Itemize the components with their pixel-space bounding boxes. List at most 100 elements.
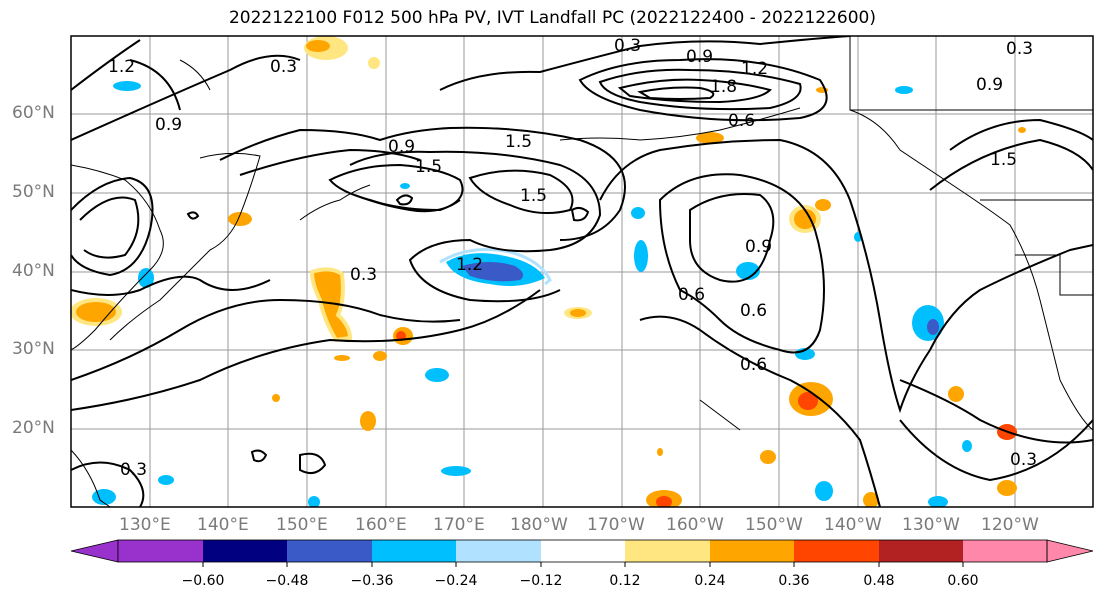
lat-label: 20°N (12, 418, 55, 438)
colorbar-segment (118, 540, 203, 562)
shade-pos-blob (360, 411, 376, 431)
lat-label: 50°N (12, 182, 55, 202)
colorbar-segment (710, 540, 794, 562)
shade-pos-blob (948, 386, 964, 402)
lon-label: 140°E (197, 515, 249, 535)
colorbar-segment (372, 540, 456, 562)
colorbar-tick-label: −0.48 (265, 573, 309, 589)
shade-neg-blob (634, 240, 648, 272)
colorbar-high-arrow (1046, 539, 1094, 563)
colorbar-tick-label: −0.12 (519, 573, 563, 589)
coastlines (71, 36, 1093, 507)
contour-label: 0.6 (678, 285, 705, 305)
shade-pos-blob (863, 492, 879, 507)
shade-pos-blob (306, 40, 330, 52)
contour-label: 0.6 (740, 301, 767, 321)
contour-label: 1.8 (710, 77, 737, 97)
lon-label: 120°W (981, 515, 1039, 535)
contour-label: 0.3 (1006, 39, 1033, 59)
lon-label: 150°E (276, 515, 328, 535)
shade-neg-blob (113, 81, 141, 91)
lon-label: 170°E (433, 515, 485, 535)
contour-label: 1.5 (505, 132, 532, 152)
map-title: 2022122100 F012 500 hPa PV, IVT Landfall… (228, 8, 876, 28)
shade-neg-blob (308, 496, 320, 507)
colorbar-tick-label: 0.24 (694, 573, 726, 589)
shade-neg-blob (138, 268, 154, 288)
shade-pos-blob (815, 199, 831, 211)
colorbar-segment (794, 540, 879, 562)
contour-label: 0.9 (686, 47, 713, 67)
shade-neg-blob (631, 207, 645, 219)
shade-pos-blob (760, 450, 776, 464)
lon-label: 130°W (902, 515, 960, 535)
colorbar-segment (963, 540, 1047, 562)
shade-pos-blob (334, 355, 350, 361)
contour-label: 1.2 (741, 59, 768, 79)
shade-pos-blob (696, 132, 724, 144)
contour-label: 0.3 (614, 36, 641, 56)
contour-label: 1.2 (456, 255, 483, 275)
shade-neg-blob (962, 440, 972, 452)
shade-neg-blob (895, 86, 913, 94)
lon-label: 180°W (510, 515, 568, 535)
shade-pos-blob (309, 267, 353, 343)
colorbar-segment (287, 540, 372, 562)
colorbar-tick-label: 0.48 (863, 573, 895, 589)
lon-label: 140°W (824, 515, 882, 535)
shade-neg-edge (439, 248, 552, 286)
contour-label: 1.5 (520, 186, 547, 206)
colorbar-segment (203, 540, 287, 562)
lat-label: 30°N (12, 339, 55, 359)
shade-neg-central-core (462, 262, 524, 282)
colorbar-tick-label: −0.36 (350, 573, 394, 589)
lat-label: 60°N (12, 103, 55, 123)
contour-label: 0.9 (745, 237, 772, 257)
shade-neg-blob (736, 262, 760, 280)
shade-pos-blob (794, 209, 816, 229)
contour-label: 0.6 (740, 355, 767, 375)
lon-label: 160°W (666, 515, 724, 535)
lon-label: 160°E (355, 515, 407, 535)
contour-label: 0.6 (728, 111, 755, 131)
lon-label: 130°E (119, 515, 171, 535)
contour-label: 0.3 (1010, 450, 1037, 470)
contour-label: 0.9 (976, 75, 1003, 95)
shade-pos-blob (272, 394, 280, 402)
shade-pos-blob (656, 496, 672, 507)
colorbar-tick-label: 0.12 (609, 573, 641, 589)
shade-neg-blob (158, 475, 174, 485)
shade-neg-blob (815, 481, 833, 501)
shade-pos-blob (570, 309, 586, 317)
contour-label: 0.9 (388, 137, 415, 157)
shaded-anomalies (71, 36, 1026, 507)
shade-pos-blob (657, 448, 663, 456)
lon-label: 170°W (587, 515, 645, 535)
colorbar-low-arrow (70, 539, 119, 563)
shade-pos-blob (228, 212, 252, 226)
colorbar-tick-label: 0.36 (778, 573, 810, 589)
contour-label: 1.2 (108, 57, 135, 77)
contour-label: 1.5 (990, 150, 1017, 170)
contour-label: 0.3 (120, 460, 147, 480)
shade-pos-blob (373, 351, 387, 361)
colorbar-segment (879, 540, 963, 562)
contour-label: 0.3 (350, 265, 377, 285)
colorbar-segment (456, 540, 541, 562)
shade-neg-blob (928, 496, 948, 507)
lat-label: 40°N (12, 261, 55, 281)
contour-label: 1.5 (415, 157, 442, 177)
colorbar-tick-label: −0.24 (434, 573, 478, 589)
colorbar-tick-label: −0.60 (181, 573, 225, 589)
shade-pos-blob (1018, 127, 1026, 133)
shade-neg-blob (927, 319, 939, 335)
shade-neg-blob (425, 368, 449, 382)
shade-pos-blob (798, 392, 818, 410)
colorbar-tick-label: 0.60 (947, 573, 979, 589)
shade-neg-blob (441, 466, 471, 476)
shade-pos-blob (997, 480, 1017, 496)
colorbar (70, 539, 1094, 567)
shade-neg-blob (400, 183, 410, 189)
map-frame (70, 35, 1094, 508)
